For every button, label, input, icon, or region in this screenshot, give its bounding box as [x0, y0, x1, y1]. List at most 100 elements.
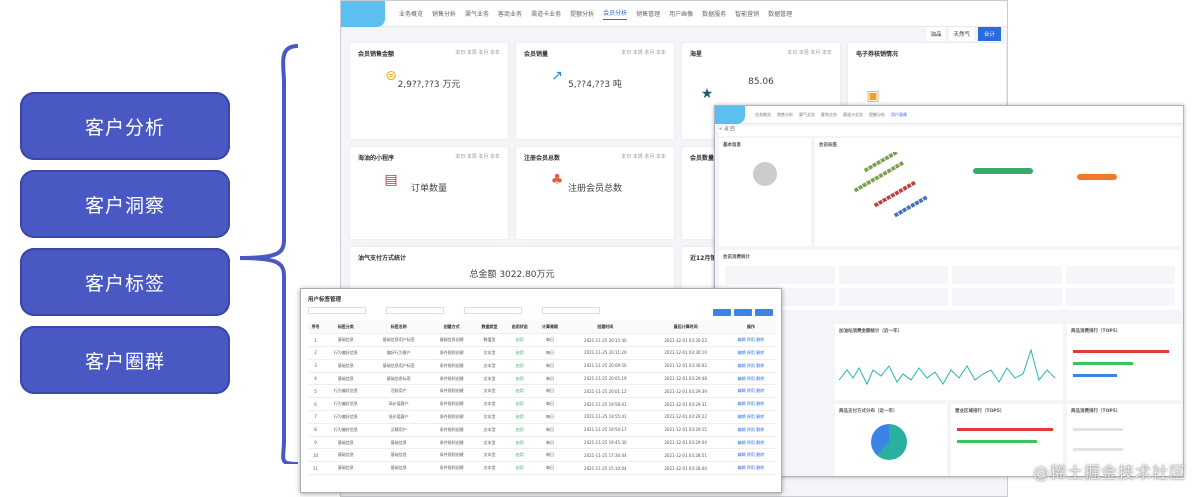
table-cell: 行为偏好信息 [323, 384, 369, 399]
breadcrumb[interactable]: < 返 回 [719, 126, 1181, 136]
table-cell: 2021-11-25 19:45:30 [565, 436, 646, 450]
table-cell: 条件规则创建 [429, 359, 475, 373]
card-tabs[interactable]: 本日 本周 本月 本年 [621, 50, 666, 56]
menu-customer-group[interactable]: 客户圈群 [20, 326, 230, 394]
reset-button[interactable] [734, 309, 752, 316]
table-cell: 条件规则创建 [429, 461, 475, 476]
table-cell: 2021-12-01 03:30:10 [645, 346, 726, 360]
table-cell: 条件规则创建 [429, 410, 475, 424]
action-buttons [713, 309, 773, 316]
table-cell: 启用 [504, 448, 535, 463]
yuan-icon: ⊜ [385, 68, 397, 84]
line-chart [839, 348, 1056, 386]
table-cell: 文本型 [474, 423, 505, 437]
card-title: 近12月销售 [690, 255, 723, 262]
table-cell[interactable]: 编辑 停用 删除 [725, 448, 776, 463]
table-cell[interactable]: 编辑 停用 删除 [725, 372, 776, 386]
table-cell: 行为偏好信息 [323, 410, 369, 424]
table-cell[interactable]: 编辑 停用 删除 [725, 346, 776, 360]
nav-item[interactable]: 销售管理 [636, 11, 661, 18]
table-cell[interactable]: 编辑 停用 删除 [725, 333, 776, 348]
nav-item[interactable]: 数据管理 [768, 11, 793, 18]
table-cell: 文本型 [474, 461, 505, 476]
table-cell: 2021-11-25 15:10:04 [565, 461, 646, 476]
search-button[interactable] [713, 309, 731, 316]
nav-item[interactable]: 渠道卡业务 [843, 111, 863, 117]
card-tabs[interactable]: 本日 本周 本月 本年 [621, 154, 666, 160]
menu-customer-insight[interactable]: 客户洞察 [20, 170, 230, 238]
nav-item[interactable]: 渠道卡业务 [531, 11, 562, 18]
card-tabs[interactable]: 本日 本周 本月 本年 [787, 50, 832, 56]
nav-item[interactable]: 业务概览 [399, 11, 424, 18]
avatar [753, 162, 777, 186]
people-icon: ♣ [550, 172, 564, 188]
nav-item-active[interactable]: 会员分析 [603, 8, 628, 20]
table-row: 10 基础信息 基础信息 条件规则创建 文本型 启用 每日 2021-11-25 17:30:… [308, 448, 776, 463]
menu-customer-analysis[interactable]: 客户分析 [20, 92, 230, 160]
nav-item[interactable]: 客商业务 [498, 11, 523, 18]
table-cell[interactable]: 编辑 停用 删除 [725, 397, 776, 412]
nav-item[interactable]: 业务概览 [755, 111, 771, 117]
nav-item[interactable]: 数据服务 [702, 11, 727, 18]
table-cell: 每日 [534, 423, 566, 437]
card-tabs[interactable]: 本日 本周 本月 本年 [455, 154, 500, 160]
menu-customer-tags[interactable]: 客户标签 [20, 248, 230, 316]
nav-item[interactable]: 客商业务 [821, 111, 837, 117]
table-cell: 启用 [504, 436, 535, 450]
table-cell[interactable]: 编辑 停用 删除 [725, 359, 776, 373]
app-logo [341, 1, 385, 27]
table-cell[interactable]: 编辑 停用 删除 [725, 410, 776, 424]
filter-input[interactable] [464, 307, 522, 314]
tag-chip-orange[interactable] [1077, 174, 1117, 180]
stat-cell [725, 266, 835, 284]
filter-total[interactable]: 合计 [977, 27, 1001, 41]
pie-chart-panel: 商品支付方式分布（近一年） [835, 404, 947, 476]
nav-item[interactable]: 销售分析 [777, 111, 793, 117]
table-header: 创建时间 [565, 321, 646, 335]
table-cell[interactable]: 编辑 停用 删除 [725, 423, 776, 437]
table-cell[interactable]: 编辑 停用 删除 [725, 436, 776, 450]
panel-title: 商品消费排行（TOP5） [1071, 329, 1121, 334]
filter-bar [308, 307, 774, 315]
table-cell[interactable]: 编辑 停用 删除 [725, 461, 776, 476]
table-cell: 条件规则创建 [429, 384, 475, 399]
nav-item[interactable]: 提额分析 [570, 11, 595, 18]
table-cell: 行为偏好信息 [323, 397, 369, 412]
nav-item[interactable]: 渠气业务 [799, 111, 815, 117]
table-cell: 2 [308, 346, 324, 360]
table-cell: 文本型 [474, 448, 505, 463]
filter-input[interactable] [386, 307, 444, 314]
filter-input[interactable] [542, 307, 600, 314]
table-cell[interactable]: 编辑 停用 删除 [725, 384, 776, 399]
filter-input[interactable] [308, 307, 366, 314]
table-cell: 启用 [504, 372, 535, 386]
table-cell: 7 [308, 410, 324, 424]
table-cell: 文本型 [474, 436, 505, 450]
table-cell: 启用 [504, 384, 535, 399]
table-cell: 条件规则创建 [429, 397, 475, 412]
table-cell: 文本型 [474, 384, 505, 399]
app-logo [715, 106, 745, 124]
nav-item[interactable]: 用户画像 [891, 111, 907, 117]
filter-gas[interactable]: 天然气 [949, 27, 974, 41]
table-row: 11 基础信息 基础信息 条件规则创建 文本型 启用 每日 2021-11-25 15:10:… [308, 461, 776, 476]
table-cell: 基础信息 [368, 448, 429, 463]
nav-item[interactable]: 用户画像 [669, 11, 694, 18]
table-cell: 文本型 [474, 372, 505, 386]
stat-cell [952, 266, 1062, 284]
product-rank-panel: 商品消费排行（TOP5） [1067, 404, 1181, 476]
rank-bar [1073, 428, 1123, 431]
filter-oil[interactable]: 油品 [926, 27, 946, 41]
table-cell: 文本型 [474, 397, 505, 412]
add-button[interactable] [755, 309, 773, 316]
card-tabs[interactable]: 本日 本周 本月 本年 [455, 50, 500, 56]
card-title: 会员销量 [524, 51, 549, 58]
nav-item[interactable]: 智能营销 [735, 11, 760, 18]
nav-item[interactable]: 提额分析 [869, 111, 885, 117]
panel-title: 营业区域排行（TOP5） [955, 409, 1005, 414]
nav-item[interactable]: 销售分析 [432, 11, 457, 18]
nav-item[interactable]: 渠气业务 [465, 11, 490, 18]
table-cell: 基础信息 [323, 448, 369, 463]
card-title: 油气支付方式统计 [358, 255, 407, 262]
tag-chip-green[interactable] [973, 168, 1033, 174]
